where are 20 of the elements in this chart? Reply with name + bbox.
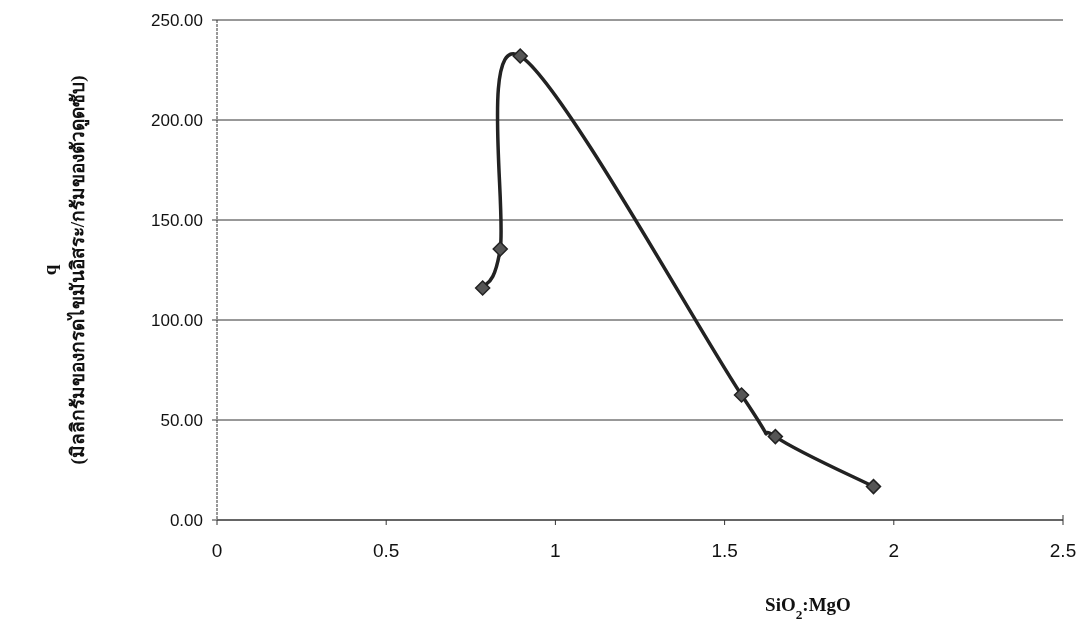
- point: [512, 48, 528, 64]
- y-tick-label: 200.00: [151, 111, 203, 130]
- x-axis-title: SiO$_{2}$:MgO: [765, 594, 851, 622]
- x-tick-label: 2.5: [1049, 540, 1077, 561]
- y-tick-label: 50.00: [160, 411, 203, 430]
- x-tick-label: 2: [888, 540, 900, 561]
- x-tick-label: 1: [550, 540, 561, 561]
- point: [474, 280, 491, 296]
- point: [767, 428, 784, 445]
- point: [865, 478, 882, 495]
- y-tick-label: 250.00: [151, 11, 203, 30]
- point: [733, 387, 750, 403]
- y-tick-label: 100.00: [151, 311, 203, 330]
- y-tick-label: 150.00: [151, 211, 203, 230]
- x-tick-label: 0: [211, 540, 223, 561]
- x-tick-label: 1.5: [711, 540, 738, 561]
- y-tick-label: 0.00: [169, 511, 203, 530]
- x-tick-label: 0.5: [372, 540, 400, 561]
- point: [492, 241, 508, 257]
- y-axis-title: q (มิลลิกรัมของกรดไขมันอิสระ/กรัมของตัวดูดซับ): [39, 75, 90, 465]
